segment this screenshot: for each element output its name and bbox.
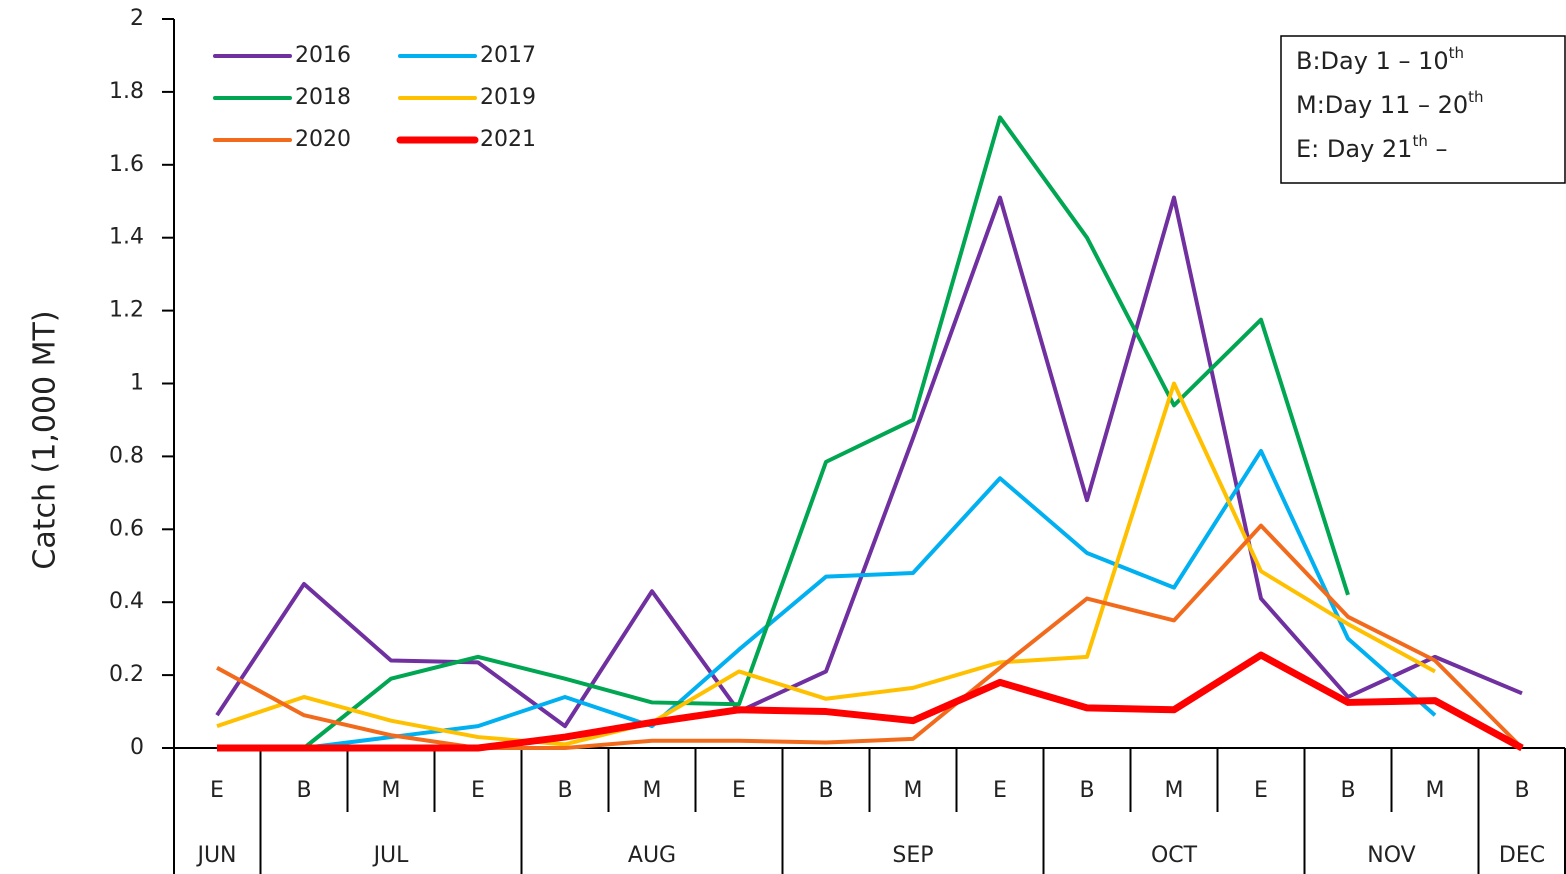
series-line bbox=[216, 523, 1524, 750]
y-tick-label: 0.6 bbox=[109, 516, 144, 541]
x-tick-label: M bbox=[904, 778, 923, 803]
x-tick-label: M bbox=[1165, 778, 1184, 803]
x-tick-label: B bbox=[1079, 778, 1094, 803]
month-label: DEC bbox=[1499, 843, 1545, 868]
y-tick-label: 1 bbox=[130, 371, 144, 396]
y-tick-label: 1.6 bbox=[109, 152, 144, 177]
series-line bbox=[302, 115, 1350, 750]
y-tick-label: 0.4 bbox=[109, 589, 144, 614]
annotation-text: B:Day 1 – 10th bbox=[1296, 44, 1464, 76]
annotation-part: th bbox=[1412, 132, 1427, 150]
month-label: JUN bbox=[195, 843, 236, 868]
month-label: JUL bbox=[372, 843, 410, 868]
x-tick-label: E bbox=[993, 778, 1007, 803]
legend-label: 2021 bbox=[480, 127, 536, 152]
annotation-part: – bbox=[1428, 135, 1448, 163]
x-tick-label: B bbox=[1514, 778, 1529, 803]
x-tick-label: E bbox=[210, 778, 224, 803]
annotation-part: B:Day 1 – 10 bbox=[1296, 47, 1449, 75]
x-tick-label: E bbox=[471, 778, 485, 803]
series-line bbox=[303, 448, 1437, 750]
annotation-text: M:Day 11 – 20th bbox=[1296, 88, 1484, 120]
y-tick-label: 0.8 bbox=[109, 443, 144, 468]
legend-label: 2019 bbox=[480, 85, 536, 110]
legend-label: 2020 bbox=[295, 127, 351, 152]
legend-label: 2017 bbox=[480, 43, 536, 68]
y-tick-label: 2 bbox=[130, 6, 144, 31]
x-tick-label: B bbox=[296, 778, 311, 803]
x-tick-label: B bbox=[557, 778, 572, 803]
x-tick-label: M bbox=[1426, 778, 1445, 803]
legend-label: 2016 bbox=[295, 43, 351, 68]
annotation-box bbox=[1280, 35, 1566, 184]
x-tick-label: M bbox=[382, 778, 401, 803]
annotation-text: E: Day 21th – bbox=[1296, 132, 1447, 164]
y-tick-label: 1.4 bbox=[109, 225, 144, 250]
x-tick-label: B bbox=[1340, 778, 1355, 803]
x-tick-label: B bbox=[818, 778, 833, 803]
month-label: AUG bbox=[628, 843, 676, 868]
annotation-part: th bbox=[1449, 44, 1464, 62]
series-line bbox=[216, 381, 1436, 747]
x-tick-label: M bbox=[643, 778, 662, 803]
month-label: NOV bbox=[1367, 843, 1415, 868]
y-tick-label: 0 bbox=[130, 735, 144, 760]
month-label: OCT bbox=[1151, 843, 1198, 868]
y-tick-label: 1.2 bbox=[109, 298, 144, 323]
x-tick-label: E bbox=[732, 778, 746, 803]
month-label: SEP bbox=[892, 843, 933, 868]
annotation-part: E: Day 21 bbox=[1296, 135, 1412, 163]
legend-label: 2018 bbox=[295, 85, 351, 110]
annotation-part: M:Day 11 – 20 bbox=[1296, 91, 1468, 119]
series-line bbox=[215, 195, 1523, 729]
y-tick-label: 1.8 bbox=[109, 79, 144, 104]
annotation-part: th bbox=[1468, 88, 1483, 106]
y-axis-label: Catch (1,000 MT) bbox=[28, 310, 63, 569]
series-line bbox=[217, 651, 1524, 752]
x-tick-label: E bbox=[1254, 778, 1268, 803]
y-tick-label: 0.2 bbox=[109, 662, 144, 687]
